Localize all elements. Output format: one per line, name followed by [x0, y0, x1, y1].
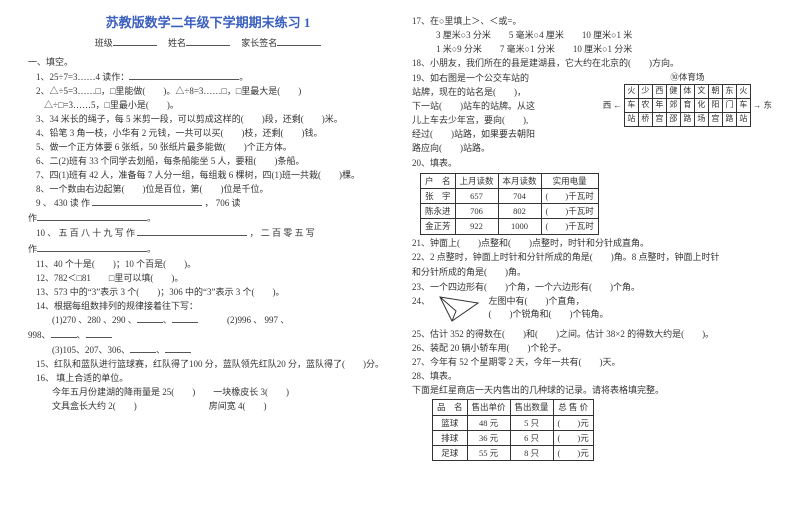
- table-row: 品 名售出单价售出数量总 售 价: [433, 400, 594, 415]
- q2: 2、△÷5=3……□，□里能做( )。△÷8=3……□，□里最大是( ): [36, 85, 388, 98]
- q19l5: 经过( )站路，如果要去朝阳: [412, 128, 772, 141]
- q14c: 998、、: [28, 329, 388, 342]
- q14a: (1)270 、280 、290 、、 (2)996 、 997 、: [52, 314, 388, 327]
- worksheet-title: 苏教版数学二年级下学期期末练习 1: [28, 14, 388, 33]
- name-label: 姓名: [168, 38, 186, 48]
- class-label: 班级: [95, 38, 113, 48]
- header-line: 班级 姓名 家长签名: [28, 37, 388, 50]
- q7: 7、四(1)班有 42 人，准备每 7 人分一组，每组栽 6 棵树，四(1)班一…: [36, 169, 388, 182]
- worksheet-page: 苏教版数学二年级下学期期末练习 1 班级 姓名 家长签名 一、填空。 1、25÷…: [28, 14, 772, 463]
- table-row: 金正芳9221000( )千瓦时: [421, 219, 599, 234]
- bus-stop-diagram: ⑩体育场 西 ← 火少西健体文朝东火 车农年郊育化阳门车 站桥宫邵路场宫路站: [603, 71, 772, 126]
- grid-row: 车农年郊育化阳门车: [624, 98, 750, 112]
- q24: 24、 左图中有( )个直角， ( )个锐角和( )个钝角。: [412, 295, 772, 327]
- q10: 10 、 五 百 八 十 九 写 作 ， 二 百 零 五 写: [36, 227, 388, 240]
- q4: 4、铅笔 3 角一枝，小华有 2 元钱，一共可以买( )枝，还剩( )钱。: [36, 127, 388, 140]
- table-row: 排球36 元6 只( )元: [433, 430, 594, 445]
- table-row: 篮球48 元5 只( )元: [433, 415, 594, 430]
- q26: 26、装配 20 辆小轿车用( )个轮子。: [412, 342, 772, 355]
- table-row: 足球55 元8 只( )元: [433, 446, 594, 461]
- q5: 5、做一个正方体要 6 张纸，50 张纸片最多能做( )个正方体。: [36, 141, 388, 154]
- q19l6: 路应向( )站路。: [412, 142, 772, 155]
- direction-row: 西 ← 火少西健体文朝东火 车农年郊育化阳门车 站桥宫邵路场宫路站 → 东: [603, 84, 772, 127]
- q24-text: 左图中有( )个直角， ( )个锐角和( )个钝角。: [489, 295, 609, 321]
- q28t: 下面是红星商店一天内售出的几种球的记录。请将表格填完整。: [412, 384, 772, 397]
- right-column: 17、在○里填上＞、＜或=。 3 厘米○3 分米 5 毫米○4 厘米 10 厘米…: [412, 14, 772, 463]
- q23: 23、一个四边形有( )个角，一个六边形有( )个角。: [412, 281, 772, 294]
- q15: 15、红队和蓝队进行篮球赛，红队得了100 分，蓝队领先红队20 分，蓝队得了(…: [36, 358, 388, 371]
- q9c: 作。: [28, 212, 388, 225]
- q1: 1、25÷7=3……4 读作：。: [36, 71, 388, 84]
- q17a: 3 厘米○3 分米 5 毫米○4 厘米 10 厘米○1 米: [436, 29, 772, 42]
- grid-row: 火少西健体文朝东火: [624, 84, 750, 98]
- q17: 17、在○里填上＞、＜或=。: [412, 15, 772, 28]
- q20: 20、填表。: [412, 157, 772, 170]
- table-row: 张 宇657704( )千瓦时: [421, 188, 599, 203]
- q11: 11、40 个十是( )；10 个百是( )。: [36, 258, 388, 271]
- q6: 6、二(2)班有 33 个同学去划船，每条船能坐 5 人，要租( )条船。: [36, 155, 388, 168]
- q8: 8、一个数由右边起第( )位是百位，第( )位是千位。: [36, 183, 388, 196]
- q10c: 作。: [28, 243, 388, 256]
- q16: 16、 填上合适的单位。: [36, 372, 388, 385]
- q25: 25、估计 352 的得数在( )和( )之间。估计 38×2 的得数大约是( …: [412, 328, 772, 341]
- q14d: (3)105、207、306、、: [52, 344, 388, 357]
- q27: 27、今年有 52 个星期零 2 天，今年一共有( )天。: [412, 356, 772, 369]
- q9: 9 、 430 读 作 ， 706 读: [36, 197, 388, 210]
- q3: 3、34 米长的绳子，每 5 米剪一段，可以剪成这样的( )段，还剩( )米。: [36, 113, 388, 126]
- q18: 18、小朋友，我们所在的县是建湖县，它大约在北京的( )方向。: [412, 57, 772, 70]
- q22: 22、2 点整时，钟面上时针和分针所成的角是( )角。8 点整时，钟面上时针: [412, 251, 772, 264]
- q2b: △÷□=3……5，□里最小是( )。: [44, 99, 388, 112]
- q16a: 今年五月份建湖的降雨量是 25( ) 一块橡皮长 3( ): [52, 386, 388, 399]
- q19-block: ⑩体育场 西 ← 火少西健体文朝东火 车农年郊育化阳门车 站桥宫邵路场宫路站: [412, 71, 772, 156]
- q17b: 1 米○9 分米 7 毫米○1 分米 10 厘米○1 分米: [436, 43, 772, 56]
- paper-plane-icon: [438, 295, 480, 327]
- q22b: 和分针所成的角是( )角。: [412, 266, 772, 279]
- table-q20: 户 名上月读数本月读数实用电量 张 宇657704( )千瓦时 陈永进70680…: [420, 173, 599, 235]
- table-row: 陈永进706802( )千瓦时: [421, 204, 599, 219]
- east-arrow: → 东: [753, 99, 772, 111]
- q13: 13、573 中的“3”表示 3 个( )；306 中的“3”表示 3 个( )…: [36, 286, 388, 299]
- q28: 28、填表。: [412, 370, 772, 383]
- table-q28: 品 名售出单价售出数量总 售 价 篮球48 元5 只( )元 排球36 元6 只…: [432, 399, 594, 461]
- grid-row: 站桥宫邵路场宫路站: [624, 112, 750, 126]
- sign-label: 家长签名: [241, 38, 277, 48]
- west-arrow: 西 ←: [603, 99, 622, 111]
- q14: 14、根据每组数排列的规律接着往下写：: [36, 300, 388, 313]
- station-grid: 火少西健体文朝东火 车农年郊育化阳门车 站桥宫邵路场宫路站: [624, 84, 751, 127]
- left-column: 苏教版数学二年级下学期期末练习 1 班级 姓名 家长签名 一、填空。 1、25÷…: [28, 14, 388, 463]
- q21: 21、钟面上( )点整和( )点整时，时针和分针成直角。: [412, 237, 772, 250]
- section-1-heading: 一、填空。: [28, 56, 388, 69]
- stadium-label: ⑩体育场: [603, 71, 772, 83]
- q16b: 文具盒长大约 2( ) 房间宽 4( ): [52, 400, 388, 413]
- q12: 12、782＜□81 □里可以填( )。: [36, 272, 388, 285]
- table-row: 户 名上月读数本月读数实用电量: [421, 173, 599, 188]
